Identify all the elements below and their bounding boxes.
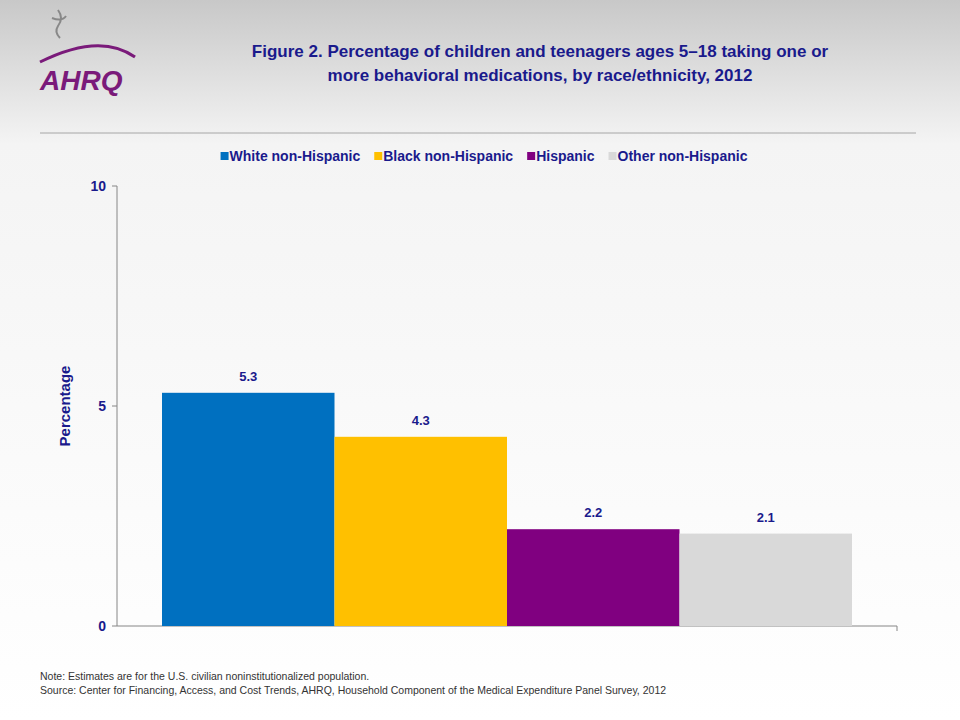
legend-item: Hispanic	[527, 148, 595, 164]
legend: White non-Hispanic Black non-Hispanic Hisp…	[221, 148, 748, 164]
y-axis-label: Percentage	[56, 366, 73, 447]
legend-swatch	[374, 152, 382, 160]
logo-swoosh	[40, 46, 135, 62]
legend-item: Black non-Hispanic	[374, 148, 513, 164]
bar	[680, 534, 853, 626]
x-axis-end-tick	[897, 626, 898, 631]
legend-label: Black non-Hispanic	[383, 148, 513, 164]
bar	[335, 437, 508, 626]
bar	[507, 529, 680, 626]
annotation: Source: Center for Financing, Access, an…	[40, 684, 666, 696]
header-rule	[40, 133, 916, 134]
y-tick-label: 5	[98, 398, 106, 414]
data-label: 5.3	[239, 369, 257, 384]
background	[0, 0, 960, 720]
y-tick	[112, 406, 117, 407]
logo-text: AHRQ	[39, 65, 123, 96]
legend-swatch	[221, 152, 229, 160]
legend-swatch	[527, 152, 535, 160]
title: Figure 2. Percentage of children and tee…	[252, 42, 829, 85]
data-label: 4.3	[412, 413, 430, 428]
legend-label: Hispanic	[536, 148, 595, 164]
title-line: more behavioral medications, by race/eth…	[328, 66, 753, 85]
legend-label: Other non-Hispanic	[618, 148, 748, 164]
y-tick	[112, 186, 117, 187]
y-tick-label: 10	[90, 178, 106, 194]
y-tick	[112, 626, 117, 627]
legend-item: White non-Hispanic	[221, 148, 361, 164]
chart: AHRQ Figure 2. Percentage of children and…	[0, 0, 960, 720]
bars	[162, 393, 852, 626]
bar	[162, 393, 335, 626]
title-line: Figure 2. Percentage of children and tee…	[252, 42, 829, 61]
y-tick-label: 0	[98, 618, 106, 634]
logo: AHRQ	[39, 10, 135, 96]
annotation: Note: Estimates are for the U.S. civilia…	[40, 670, 369, 682]
legend-label: White non-Hispanic	[230, 148, 361, 164]
legend-swatch	[609, 152, 617, 160]
legend-item: Other non-Hispanic	[609, 148, 748, 164]
data-label: 2.1	[757, 510, 775, 525]
logo-emblem	[52, 10, 66, 38]
data-label: 2.2	[584, 505, 602, 520]
